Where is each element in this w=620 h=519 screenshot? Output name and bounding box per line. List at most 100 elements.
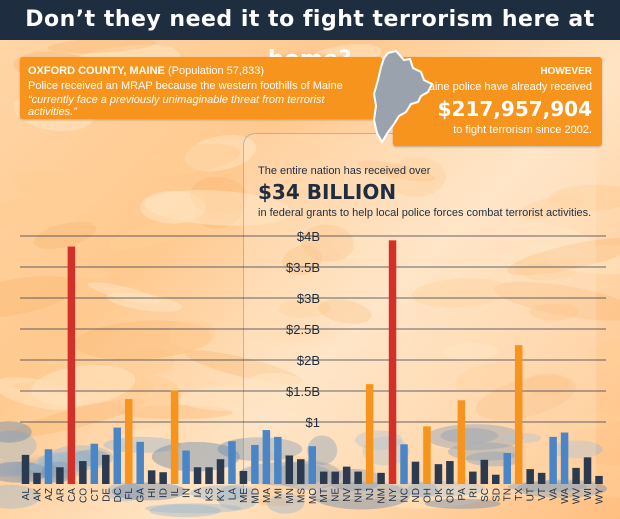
x-tick-label-wy: WY xyxy=(595,488,606,504)
camo-blotch xyxy=(282,245,323,276)
oxford-county-heading: OXFORD COUNTY, MAINE (Population 57,833) xyxy=(28,65,374,77)
camo-blotch xyxy=(31,364,136,406)
camo-blotch xyxy=(424,498,501,509)
x-tick-label-ms: MS xyxy=(296,488,307,503)
bar-co xyxy=(79,461,87,484)
camo-blotch xyxy=(145,503,242,514)
camo-blotch xyxy=(143,143,240,175)
camo-blotch xyxy=(362,436,410,466)
x-tick-label-sc: SC xyxy=(480,488,491,502)
bar-nh xyxy=(354,471,362,484)
y-tick-label: $3.5B xyxy=(286,260,320,275)
x-tick-label-ky: KY xyxy=(216,488,227,502)
x-tick-label-tx: TX xyxy=(514,488,525,501)
bar-il xyxy=(170,390,179,484)
camo-blotch xyxy=(277,299,331,319)
camo-blotch xyxy=(300,224,354,262)
camo-blotch xyxy=(108,218,203,250)
bar-ne xyxy=(331,471,339,484)
x-tick-label-ga: GA xyxy=(136,488,147,503)
nation-outro-text: in federal grants to help local police f… xyxy=(258,207,592,219)
camo-blotch xyxy=(245,482,306,507)
camo-blotch xyxy=(585,338,620,371)
camo-blotch xyxy=(507,237,620,276)
bar-va xyxy=(549,436,557,484)
bar-dc xyxy=(113,427,122,484)
camo-blotch xyxy=(0,484,41,509)
bar-or xyxy=(446,461,454,484)
camo-blotch xyxy=(386,485,493,509)
x-tick-label-wa: WA xyxy=(560,488,571,504)
x-tick-label-fl: FL xyxy=(124,488,135,500)
x-tick-label-mo: MO xyxy=(308,488,319,504)
camo-blotch xyxy=(407,482,439,498)
bar-ia xyxy=(193,467,202,484)
maine-map-icon xyxy=(372,50,434,144)
camo-blotch xyxy=(411,278,510,308)
oxford-county-line-2: Police received an MRAP because the west… xyxy=(28,80,343,92)
bar-ky xyxy=(216,459,225,484)
bar-ma xyxy=(262,430,271,484)
x-tick-label-or: OR xyxy=(445,488,456,503)
x-tick-label-ut: UT xyxy=(526,488,537,501)
bar-sd xyxy=(492,474,500,484)
x-tick-label-az: AZ xyxy=(44,488,55,501)
camo-blotch xyxy=(529,303,580,321)
x-tick-label-ok: OK xyxy=(434,488,445,503)
camo-blotch xyxy=(33,221,97,249)
bar-oh xyxy=(423,426,431,484)
chart-gridlines xyxy=(20,235,606,423)
bar-wi xyxy=(583,457,592,484)
x-tick-label-wv: WV xyxy=(572,488,583,504)
x-tick-label-hi: HI xyxy=(147,488,158,498)
camo-blotch xyxy=(318,299,372,324)
x-tick-label-mi: MI xyxy=(273,488,284,499)
header-bar: Don’t they need it to fight terrorism he… xyxy=(0,0,620,72)
camo-blotch xyxy=(168,319,216,350)
x-tick-label-ma: MA xyxy=(262,488,273,503)
x-tick-label-ia: IA xyxy=(193,488,204,498)
bar-nm xyxy=(377,472,385,484)
camo-blotch xyxy=(517,194,584,219)
camo-blotch xyxy=(440,427,499,444)
x-tick-label-ny: NY xyxy=(388,488,399,502)
camo-blotch xyxy=(312,481,411,510)
y-tick-label: $4B xyxy=(297,229,320,244)
oxford-county-callout: OXFORD COUNTY, MAINE (Population 57,833)… xyxy=(20,57,382,119)
camo-blotch xyxy=(493,281,620,321)
x-tick-label-tn: TN xyxy=(503,488,514,501)
x-tick-label-mt: MT xyxy=(319,488,330,502)
x-tick-label-de: DE xyxy=(101,488,112,502)
bar-az xyxy=(44,449,53,484)
maine-amount: $217,957,904 xyxy=(437,97,592,121)
x-tick-label-al: AL xyxy=(21,488,32,501)
bar-vt xyxy=(537,472,546,484)
camo-blotch xyxy=(111,482,186,501)
bar-la xyxy=(228,441,236,484)
bar-ok xyxy=(434,464,443,484)
x-tick-label-nv: NV xyxy=(342,488,353,502)
county-name: OXFORD COUNTY, MAINE xyxy=(28,65,165,77)
chart-y-tick-labels: $1 $1.5B $2B $2.5B $3B $3.5B $4B xyxy=(286,229,320,430)
x-tick-label-la: LA xyxy=(227,488,238,501)
bar-wv xyxy=(572,467,580,484)
oxford-county-quote: “currently face a previously unimaginabl… xyxy=(28,94,325,118)
however-label: HOWEVER xyxy=(540,66,592,77)
bar-ny xyxy=(388,240,397,484)
x-tick-label-ar: AR xyxy=(55,488,66,502)
y-tick-label: $1.5B xyxy=(286,384,320,399)
x-tick-label-nh: NH xyxy=(354,488,365,502)
maine-since-line: to fight terrorism since 2002. xyxy=(453,124,592,136)
camo-blotch xyxy=(455,362,525,394)
bar-ri xyxy=(469,471,477,484)
bar-ga xyxy=(136,441,144,484)
camo-blotch xyxy=(106,482,144,502)
x-tick-label-sd: SD xyxy=(491,488,502,502)
nation-amount: $34 BILLION xyxy=(258,180,397,204)
x-tick-label-ak: AK xyxy=(32,488,43,502)
camo-blotch xyxy=(502,223,597,258)
y-tick-label: $2.5B xyxy=(286,322,320,337)
camo-blotch xyxy=(0,276,78,319)
camo-blotch xyxy=(524,373,570,396)
